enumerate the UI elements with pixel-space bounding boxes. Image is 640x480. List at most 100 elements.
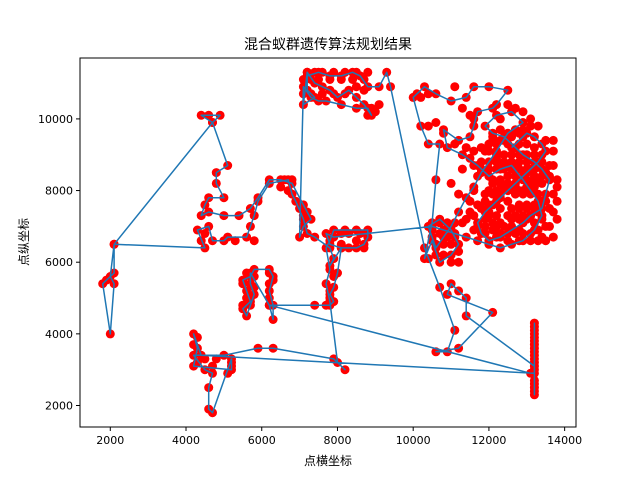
data-point (439, 250, 448, 260)
data-point (518, 107, 528, 117)
data-point (484, 164, 494, 174)
data-point (514, 214, 524, 224)
data-point (230, 236, 240, 246)
data-point (541, 135, 551, 145)
data-point (488, 225, 498, 235)
data-point (431, 118, 441, 127)
data-point (488, 175, 498, 185)
data-point (507, 204, 517, 213)
data-point (317, 89, 327, 99)
data-point (461, 143, 471, 153)
x-tick-label: 14000 (547, 434, 582, 447)
data-point (469, 211, 479, 221)
data-point (249, 236, 259, 246)
data-point (503, 171, 513, 181)
data-point (522, 204, 532, 213)
y-axis: 2000 4000 6000 8000 10000 (38, 113, 80, 413)
data-point (526, 178, 536, 188)
data-point (548, 146, 558, 156)
data-point (439, 239, 448, 249)
data-point (423, 89, 433, 99)
data-point (454, 189, 464, 199)
data-point (484, 139, 494, 149)
data-point (363, 67, 373, 77)
x-tick-label: 4000 (172, 434, 200, 447)
data-point (518, 229, 528, 238)
data-point (492, 211, 501, 221)
data-point (329, 67, 339, 77)
data-point (423, 121, 433, 131)
data-point (526, 114, 536, 124)
data-point (325, 75, 335, 84)
data-point (548, 232, 558, 242)
data-point (503, 100, 513, 110)
data-point (457, 103, 467, 113)
data-point (446, 239, 456, 249)
data-point (454, 257, 464, 267)
data-point (450, 82, 460, 92)
data-point (416, 92, 426, 102)
y-tick-label: 6000 (45, 256, 73, 269)
data-point (507, 157, 517, 167)
data-point (374, 100, 384, 110)
data-point (465, 196, 475, 206)
data-point (495, 175, 505, 185)
data-point (469, 161, 479, 170)
data-point (495, 204, 505, 213)
data-point (552, 196, 562, 206)
data-point (370, 107, 380, 117)
data-point (476, 143, 486, 153)
y-tick-label: 8000 (45, 185, 73, 198)
data-point (435, 229, 445, 238)
y-tick-label: 2000 (45, 400, 73, 413)
x-tick-label: 8000 (323, 434, 351, 447)
data-point (507, 214, 517, 224)
data-point (510, 103, 520, 113)
data-point (200, 354, 210, 364)
data-point (465, 153, 475, 163)
data-point (480, 196, 490, 206)
x-tick-label: 12000 (471, 434, 506, 447)
data-point (492, 164, 501, 174)
data-point (529, 150, 539, 160)
data-point (514, 128, 524, 138)
data-point (507, 132, 517, 142)
data-point (492, 186, 501, 196)
data-point (242, 268, 252, 278)
data-point (473, 200, 483, 210)
data-point (552, 214, 562, 224)
data-point (548, 135, 558, 145)
data-point (450, 139, 460, 149)
data-point (336, 75, 346, 84)
x-tick-label: 10000 (396, 434, 431, 447)
data-point (264, 268, 274, 278)
data-point (476, 157, 486, 167)
data-point (469, 146, 479, 156)
data-point (499, 150, 509, 160)
data-point (533, 189, 543, 199)
data-point (469, 225, 479, 235)
data-point (348, 75, 358, 84)
data-point (548, 189, 558, 199)
data-point (514, 157, 524, 167)
data-point (533, 236, 543, 246)
plot-frame (79, 57, 577, 428)
x-axis: 2000 4000 6000 8000 10000 12000 14000 (96, 427, 582, 447)
data-point (541, 221, 551, 231)
data-point (514, 204, 524, 213)
data-point (503, 178, 513, 188)
data-point (529, 171, 539, 181)
data-point (522, 157, 532, 167)
data-point (541, 236, 551, 246)
data-point (495, 114, 505, 124)
data-point (446, 178, 456, 188)
y-axis-label: 点纵坐标 (17, 218, 31, 266)
data-point (495, 125, 505, 135)
x-tick-label: 6000 (248, 434, 276, 447)
data-point (507, 150, 517, 160)
data-point (522, 139, 532, 149)
y-tick-label: 4000 (45, 328, 73, 341)
data-point (276, 182, 286, 192)
